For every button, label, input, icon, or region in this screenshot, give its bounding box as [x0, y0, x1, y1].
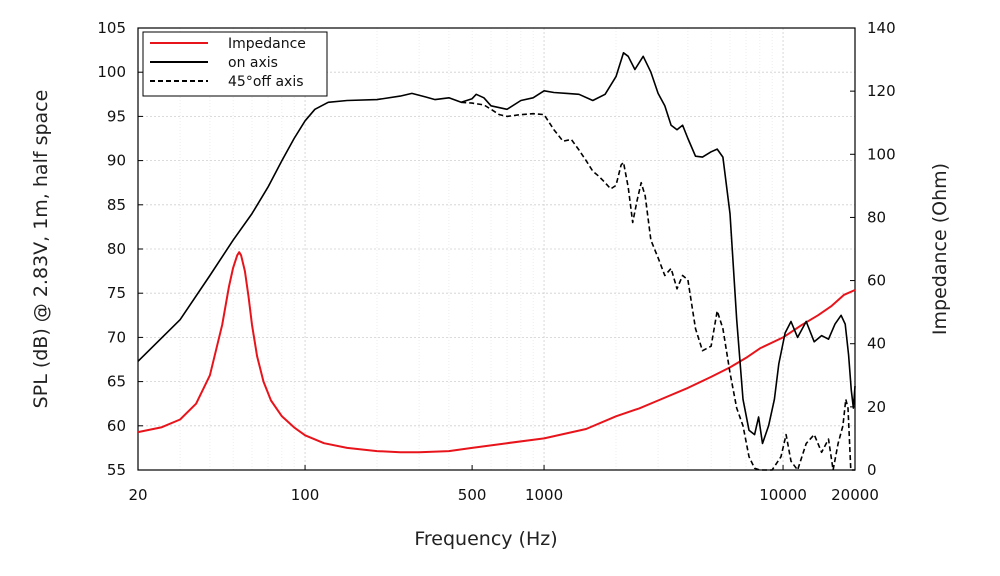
chart-legend: Impedance on axis 45°off axis	[142, 31, 328, 97]
x-tick-label: 1000	[525, 486, 563, 504]
series-line-45-off-axis	[461, 101, 855, 471]
x-axis-title: Frequency (Hz)	[414, 528, 557, 550]
right-tick-label: 120	[867, 82, 896, 100]
right-axis-title: Impedance (Ohm)	[929, 163, 951, 335]
left-tick-label: 80	[107, 240, 126, 258]
right-tick-label: 80	[867, 208, 886, 226]
left-tick-label: 105	[97, 19, 126, 37]
left-tick-label: 65	[107, 373, 126, 391]
left-tick-label: 55	[107, 461, 126, 479]
x-tick-label: 500	[458, 486, 487, 504]
series-line-on-axis	[137, 52, 856, 445]
legend-label: 45°off axis	[228, 74, 304, 90]
right-tick-label: 140	[867, 19, 896, 37]
left-tick-label: 100	[97, 63, 126, 81]
right-tick-label: 40	[867, 335, 886, 353]
left-tick-label: 95	[107, 107, 126, 125]
x-tick-label: 20	[128, 486, 147, 504]
x-axis-ticks: 20 100 500 1000 10000 20000	[128, 465, 879, 504]
right-tick-label: 100	[867, 145, 896, 163]
left-tick-label: 60	[107, 417, 126, 435]
series-line-impedance	[137, 251, 856, 454]
x-tick-label: 100	[291, 486, 320, 504]
legend-label: Impedance	[228, 36, 306, 52]
left-axis-ticks: 55 60 65 70 75 80 85 90 95 100 105	[97, 19, 143, 479]
left-tick-label: 70	[107, 328, 126, 346]
left-tick-label: 90	[107, 152, 126, 170]
left-tick-label: 85	[107, 196, 126, 214]
x-tick-label: 10000	[759, 486, 807, 504]
right-tick-label: 20	[867, 398, 886, 416]
right-tick-label: 60	[867, 272, 886, 290]
left-axis-title: SPL (dB) @ 2.83V, 1m, half space	[30, 90, 52, 409]
legend-label: on axis	[228, 55, 278, 71]
x-tick-label: 20000	[831, 486, 879, 504]
right-tick-label: 0	[867, 461, 877, 479]
right-axis-ticks: 0 20 40 60 80 100 120 140	[850, 19, 896, 479]
left-tick-label: 75	[107, 284, 126, 302]
series-layer	[137, 52, 856, 471]
